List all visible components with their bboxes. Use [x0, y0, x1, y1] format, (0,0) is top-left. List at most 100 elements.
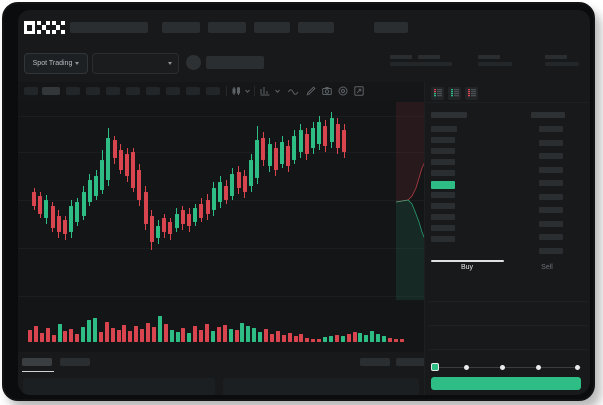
- timeframe-3[interactable]: [66, 87, 80, 95]
- bid-row-5[interactable]: [431, 236, 455, 242]
- trade-row-3[interactable]: [539, 153, 563, 159]
- chart-settings-icon[interactable]: [338, 86, 348, 96]
- orderbook-view-both-icon[interactable]: [431, 87, 444, 100]
- indicators-chevron-icon[interactable]: [274, 86, 281, 96]
- volume-bar: [146, 323, 150, 342]
- nav-item-3[interactable]: [254, 22, 290, 33]
- toolbar-divider-2: [254, 86, 255, 96]
- trade-row-4[interactable]: [539, 166, 563, 173]
- trading-mode-selector[interactable]: Spot Trading: [24, 53, 88, 74]
- trade-row-6[interactable]: [539, 193, 563, 200]
- nav-item-search[interactable]: [70, 22, 148, 33]
- trade-tab-buy[interactable]: Buy: [460, 264, 474, 271]
- trade-row-10[interactable]: [539, 247, 563, 254]
- bid-row-4[interactable]: [431, 225, 455, 231]
- place-buy-order-button[interactable]: [431, 377, 581, 390]
- timeframe-1[interactable]: [24, 87, 38, 95]
- snapshot-camera-icon[interactable]: [322, 86, 332, 96]
- ask-row-3[interactable]: [431, 148, 455, 154]
- price-chart[interactable]: [18, 100, 424, 352]
- stat-24h-low: [545, 55, 579, 66]
- bid-row-3[interactable]: [431, 214, 455, 220]
- order-amount-field[interactable]: [429, 325, 587, 326]
- volume-bar: [370, 331, 375, 342]
- chevron-down-icon: [168, 62, 172, 65]
- volume-bar: [399, 339, 404, 342]
- bid-row-1[interactable]: [431, 192, 455, 198]
- slider-stop-75[interactable]: [536, 364, 541, 370]
- slider-stop-25[interactable]: [464, 364, 469, 370]
- ask-row-1[interactable]: [431, 126, 457, 132]
- indicators-icon[interactable]: [260, 86, 270, 96]
- line-chart-icon[interactable]: [288, 86, 299, 96]
- slider-stop-100[interactable]: [575, 364, 580, 370]
- volume-bar: [299, 334, 304, 342]
- slider-stop-50[interactable]: [500, 364, 505, 370]
- timeframe-8[interactable]: [166, 87, 180, 95]
- volume-bar: [382, 336, 386, 342]
- nav-item-2[interactable]: [208, 22, 246, 33]
- ask-row-2[interactable]: [431, 137, 455, 143]
- nav-item-1[interactable]: [162, 22, 200, 33]
- stat-24h-change: [418, 55, 452, 66]
- volume-bar: [169, 330, 174, 342]
- trade-row-9[interactable]: [539, 234, 563, 240]
- volume-bar: [269, 334, 274, 342]
- nav-item-4[interactable]: [298, 22, 334, 33]
- timeframe-5[interactable]: [106, 87, 120, 95]
- spread-row[interactable]: [431, 181, 455, 189]
- orderbook-view-bids-icon[interactable]: [448, 87, 461, 100]
- slider-handle[interactable]: [431, 363, 439, 371]
- volume-bar: [57, 324, 62, 342]
- ask-row-4[interactable]: [431, 159, 455, 165]
- nav-item-5[interactable]: [374, 22, 408, 33]
- ask-row-5[interactable]: [431, 170, 455, 176]
- chart-toolbar: [18, 82, 424, 101]
- trade-row-7[interactable]: [539, 207, 563, 213]
- timeframe-4[interactable]: [86, 87, 100, 95]
- trade-row-5[interactable]: [539, 180, 563, 186]
- bottom-control-2[interactable]: [396, 358, 426, 366]
- volume-bar: [352, 332, 357, 342]
- bottom-control-1[interactable]: [360, 358, 390, 366]
- volume-bar: [69, 329, 74, 342]
- volume-bar: [163, 324, 168, 342]
- bottom-tab-order-history[interactable]: [60, 358, 90, 366]
- chevron-down-icon: [75, 62, 80, 65]
- volume-bar: [311, 339, 316, 342]
- volume-bar: [181, 328, 186, 342]
- volume-bar: [104, 322, 109, 342]
- fullscreen-icon[interactable]: [354, 86, 364, 96]
- timeframe-2[interactable]: [42, 87, 60, 95]
- volume-bar: [275, 331, 280, 342]
- trade-row-2[interactable]: [539, 139, 563, 146]
- candlestick-chevron-icon[interactable]: [244, 86, 251, 96]
- amount-percent-slider[interactable]: [433, 367, 581, 368]
- orderbook-divider: [425, 102, 590, 103]
- orderbook-view-asks-icon[interactable]: [465, 87, 478, 100]
- okx-logo[interactable]: [24, 21, 65, 34]
- market-subheader: Spot Trading: [18, 44, 590, 82]
- drawing-pencil-icon[interactable]: [306, 86, 316, 96]
- timeframe-7[interactable]: [146, 87, 160, 95]
- volume-bar: [240, 323, 245, 342]
- timeframe-6[interactable]: [126, 87, 140, 95]
- volume-bar: [340, 336, 345, 342]
- stat-last-price: [390, 55, 424, 66]
- app-screen: Spot Trading: [18, 10, 590, 395]
- top-navigation-bar: [18, 10, 590, 44]
- stat-24h-high: [478, 55, 512, 66]
- trade-row-1[interactable]: [539, 126, 563, 132]
- volume-bar: [151, 327, 156, 342]
- trade-row-8[interactable]: [539, 220, 563, 227]
- trade-tab-sell[interactable]: Sell: [541, 264, 553, 271]
- candlestick-type-icon[interactable]: [232, 86, 241, 96]
- order-total-field[interactable]: [429, 349, 587, 350]
- timeframe-9[interactable]: [186, 87, 200, 95]
- bottom-tab-open-orders[interactable]: [22, 358, 52, 366]
- bid-row-2[interactable]: [431, 203, 455, 209]
- order-price-field[interactable]: [429, 301, 587, 302]
- timeframe-10[interactable]: [206, 87, 220, 95]
- trading-pair-selector[interactable]: [92, 53, 179, 74]
